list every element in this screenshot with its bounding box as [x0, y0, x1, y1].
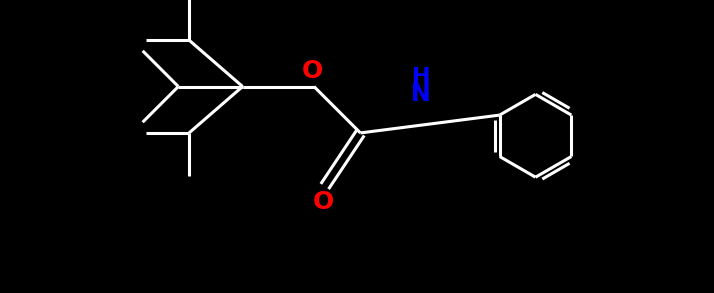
Text: N: N [411, 82, 431, 106]
Text: H: H [412, 67, 431, 87]
Text: O: O [302, 59, 323, 83]
Text: O: O [313, 190, 334, 214]
